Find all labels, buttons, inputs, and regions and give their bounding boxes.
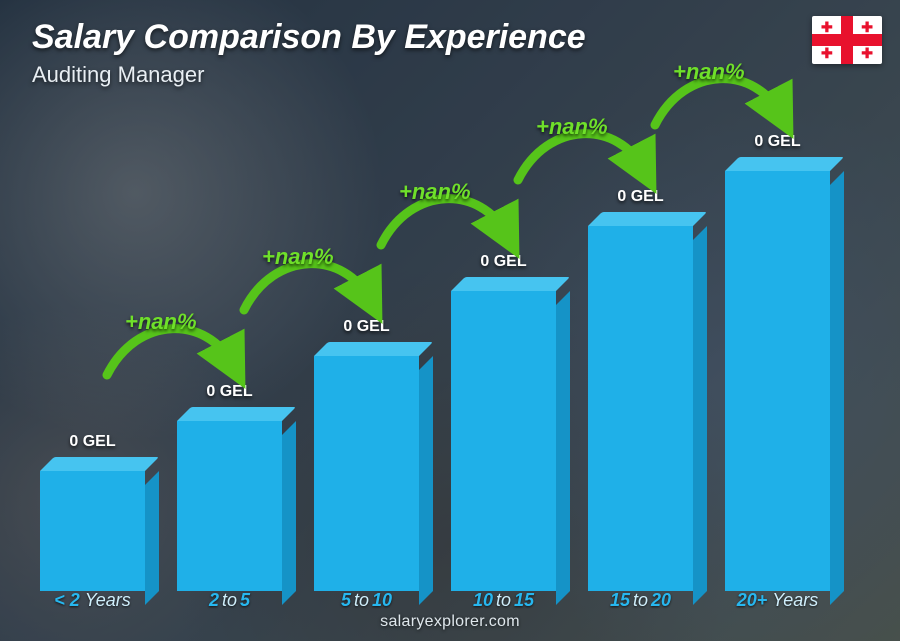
bar-column: 0 GEL10to15+nan%: [441, 107, 566, 577]
bar-value-label: 0 GEL: [480, 253, 526, 271]
bar-chart: 0 GEL< 2 Years0 GEL2to5+nan%0 GEL5to10+n…: [30, 107, 840, 577]
bar-value-label: 0 GEL: [754, 133, 800, 151]
percent-increase-label: +nan%: [673, 59, 745, 85]
category-label: 10to15: [473, 590, 534, 611]
bar-column: 0 GEL15to20+nan%: [578, 107, 703, 577]
bar-value-label: 0 GEL: [617, 188, 663, 206]
bar: [177, 407, 282, 577]
category-label: 20+ Years: [737, 590, 819, 611]
infographic-stage: Salary Comparison By Experience Auditing…: [0, 0, 900, 641]
bar: [588, 212, 693, 577]
category-label: 15to20: [610, 590, 671, 611]
category-label: 2to5: [209, 590, 250, 611]
category-label: 5to10: [341, 590, 392, 611]
bar-value-label: 0 GEL: [343, 318, 389, 336]
bar-column: 0 GEL20+ Years+nan%: [715, 107, 840, 577]
bar: [451, 277, 556, 577]
country-flag-georgia: ✚✚ ✚✚: [812, 16, 882, 64]
bar-column: 0 GEL5to10+nan%: [304, 107, 429, 577]
bar-column: 0 GEL< 2 Years: [30, 107, 155, 577]
footer-site: salaryexplorer.com: [0, 613, 900, 631]
category-label: < 2 Years: [54, 590, 131, 611]
bar-value-label: 0 GEL: [206, 383, 252, 401]
bar-column: 0 GEL2to5+nan%: [167, 107, 292, 577]
bar: [314, 342, 419, 577]
bar-value-label: 0 GEL: [69, 433, 115, 451]
chart-subtitle: Auditing Manager: [32, 62, 204, 88]
chart-title: Salary Comparison By Experience: [32, 18, 586, 57]
bar: [725, 157, 830, 577]
bar: [40, 457, 145, 577]
